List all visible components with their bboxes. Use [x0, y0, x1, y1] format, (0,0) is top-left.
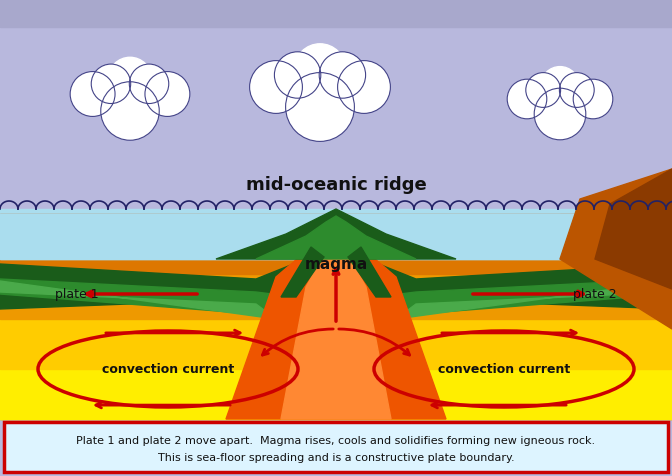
Circle shape: [526, 74, 560, 108]
Bar: [0, 328, 672, 351]
Bar: [0, 374, 672, 397]
Bar: [0, 319, 672, 369]
Text: Plate 1 and plate 2 move apart.  Magma rises, cools and solidifies forming new i: Plate 1 and plate 2 move apart. Magma ri…: [77, 435, 595, 445]
Polygon shape: [361, 258, 672, 309]
Polygon shape: [0, 279, 296, 314]
Circle shape: [276, 53, 320, 98]
Circle shape: [535, 89, 585, 140]
Circle shape: [508, 80, 546, 119]
Polygon shape: [216, 209, 456, 259]
Bar: [0, 259, 672, 282]
Circle shape: [251, 62, 302, 113]
Circle shape: [339, 62, 390, 113]
Polygon shape: [0, 215, 672, 259]
Polygon shape: [560, 169, 672, 329]
Text: plate 2: plate 2: [573, 288, 617, 301]
Polygon shape: [281, 248, 391, 419]
Circle shape: [286, 74, 353, 141]
Text: plate 1: plate 1: [55, 288, 99, 301]
Bar: [0, 282, 672, 305]
Polygon shape: [396, 281, 672, 319]
Bar: [0, 305, 672, 328]
Circle shape: [92, 66, 130, 104]
Polygon shape: [348, 248, 391, 298]
Bar: [0, 351, 672, 374]
Bar: [0, 275, 672, 319]
Circle shape: [71, 73, 114, 117]
Circle shape: [101, 83, 159, 140]
Bar: [0, 209, 672, 259]
Bar: [0, 397, 672, 419]
Circle shape: [320, 53, 365, 98]
Bar: [0, 215, 672, 245]
Polygon shape: [226, 242, 446, 419]
Circle shape: [130, 66, 168, 104]
Circle shape: [108, 58, 152, 101]
Bar: [0, 0, 672, 28]
Text: magma: magma: [304, 257, 368, 272]
Circle shape: [541, 68, 579, 106]
Bar: [0, 259, 672, 419]
FancyBboxPatch shape: [4, 422, 668, 472]
Text: convection current: convection current: [438, 363, 570, 376]
Bar: [0, 369, 672, 419]
Polygon shape: [0, 281, 276, 319]
Bar: [0, 215, 560, 259]
Circle shape: [574, 80, 612, 119]
Bar: [0, 245, 672, 275]
Bar: [0, 0, 672, 215]
Text: convection current: convection current: [102, 363, 234, 376]
Text: mid-oceanic ridge: mid-oceanic ridge: [246, 176, 426, 194]
Polygon shape: [595, 169, 672, 289]
Polygon shape: [281, 248, 324, 298]
Circle shape: [294, 45, 345, 96]
Circle shape: [560, 74, 593, 108]
Polygon shape: [0, 258, 311, 309]
Circle shape: [146, 73, 189, 117]
Polygon shape: [256, 217, 416, 259]
Polygon shape: [376, 279, 672, 314]
Text: This is sea-floor spreading and is a constructive plate boundary.: This is sea-floor spreading and is a con…: [158, 452, 514, 462]
